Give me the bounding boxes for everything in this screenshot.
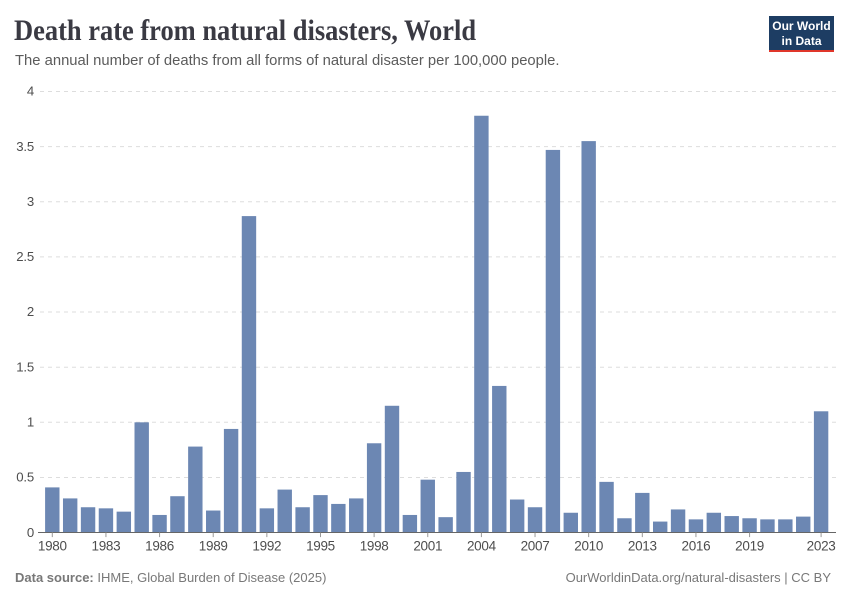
svg-text:2023: 2023: [807, 539, 836, 554]
svg-text:1998: 1998: [360, 539, 389, 554]
svg-text:2004: 2004: [467, 539, 497, 554]
svg-text:2016: 2016: [682, 539, 711, 554]
svg-text:3: 3: [27, 194, 34, 209]
svg-text:2.5: 2.5: [16, 249, 34, 264]
svg-text:1986: 1986: [145, 539, 174, 554]
svg-text:1992: 1992: [252, 539, 281, 554]
svg-text:2010: 2010: [574, 539, 603, 554]
svg-text:1989: 1989: [199, 539, 228, 554]
svg-text:1: 1: [27, 415, 34, 430]
svg-text:1.5: 1.5: [16, 359, 34, 374]
svg-text:0: 0: [27, 525, 34, 540]
svg-text:2019: 2019: [735, 539, 764, 554]
svg-text:0.5: 0.5: [16, 470, 34, 485]
svg-text:1983: 1983: [92, 539, 121, 554]
svg-text:3.5: 3.5: [16, 139, 34, 154]
svg-text:2001: 2001: [413, 539, 442, 554]
svg-text:2013: 2013: [628, 539, 657, 554]
svg-text:1980: 1980: [38, 539, 67, 554]
svg-text:2007: 2007: [521, 539, 550, 554]
svg-text:1995: 1995: [306, 539, 335, 554]
svg-text:4: 4: [27, 84, 34, 99]
svg-text:2: 2: [27, 304, 34, 319]
